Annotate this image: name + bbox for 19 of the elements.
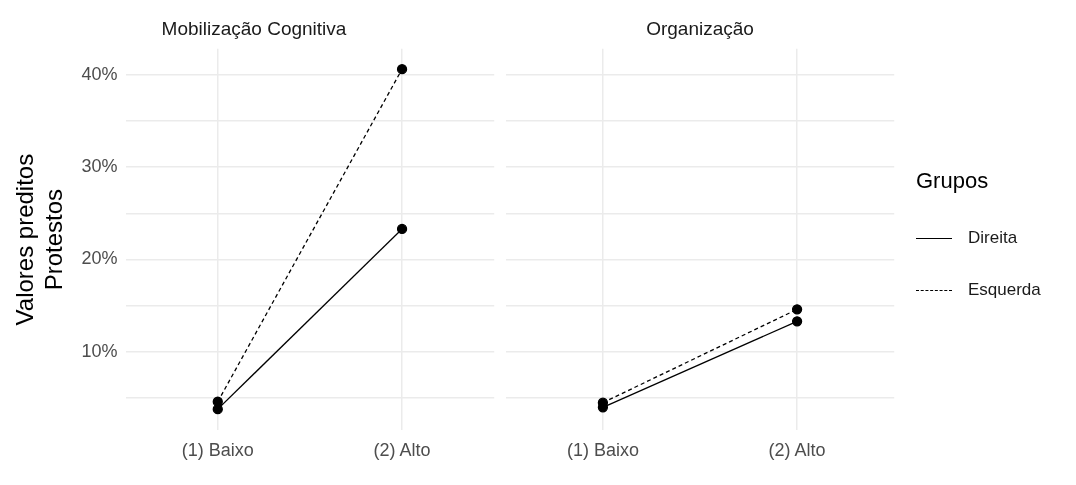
y-tick-label: 40% xyxy=(81,63,118,84)
legend-label: Esquerda xyxy=(968,280,1041,300)
y-tick-label: 30% xyxy=(81,156,118,177)
x-tick-label: (2) Alto xyxy=(768,440,826,461)
point xyxy=(396,63,408,75)
x-tick-label: (2) Alto xyxy=(373,440,431,461)
point xyxy=(791,304,803,315)
y-tick-label: 10% xyxy=(81,340,118,361)
legend-label: Direita xyxy=(968,228,1018,248)
y-axis-title: Valores preditos Protestos xyxy=(11,153,67,326)
point xyxy=(791,316,803,327)
y-tick-label: 20% xyxy=(81,248,118,269)
legend-title: Grupos xyxy=(916,168,990,194)
chart-title: Mobilização Cognitiva xyxy=(161,17,347,39)
x-tick-label: (1) Baixo xyxy=(566,440,639,461)
point xyxy=(212,404,223,415)
x-tick-label: (1) Baixo xyxy=(181,440,254,461)
chart-title: Organização xyxy=(646,17,754,39)
point xyxy=(396,223,408,235)
